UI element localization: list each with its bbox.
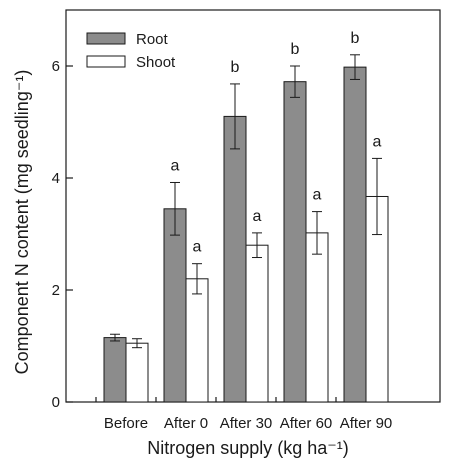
y-axis-title: Component N content (mg seedling⁻¹)	[12, 70, 32, 375]
y-tick-label: 0	[52, 394, 60, 411]
significance-label: b	[351, 30, 360, 47]
legend-swatch-shoot	[86, 55, 126, 68]
bar-root	[343, 66, 367, 403]
bar-shoot	[245, 244, 269, 403]
significance-label: a	[193, 239, 202, 256]
x-tick-label: After 0	[164, 415, 208, 432]
legend-swatch-root	[86, 32, 126, 45]
legend-label-root: Root	[136, 31, 169, 48]
significance-label: a	[373, 133, 382, 150]
significance-label: b	[291, 41, 300, 58]
significance-label: a	[171, 157, 180, 174]
bar-shoot	[125, 342, 149, 403]
x-axis-title: Nitrogen supply (kg ha⁻¹)	[147, 438, 349, 458]
bar-shoot	[185, 278, 209, 403]
legend-label-shoot: Shoot	[136, 54, 176, 71]
significance-label: a	[253, 208, 262, 225]
x-axis: Before After 0 After 30 After 60 After 90	[95, 397, 393, 432]
legend: Root Shoot	[86, 31, 176, 71]
bar-root	[163, 208, 187, 403]
bar-root	[283, 81, 307, 403]
x-tick-label: After 90	[340, 415, 393, 432]
y-tick-label: 2	[52, 282, 60, 299]
y-tick-label: 6	[52, 58, 60, 75]
bars-layer: a a b a b a b a	[103, 30, 389, 403]
significance-label: a	[313, 187, 322, 204]
significance-label: b	[231, 59, 240, 76]
bar-root	[223, 115, 247, 403]
x-tick-label: Before	[104, 415, 148, 432]
bar-root	[103, 337, 127, 403]
bar-shoot	[305, 232, 329, 403]
y-tick-label: 4	[52, 170, 60, 187]
x-tick-label: After 30	[220, 415, 273, 432]
y-axis: 0 2 4 6	[52, 58, 73, 411]
x-tick-label: After 60	[280, 415, 333, 432]
